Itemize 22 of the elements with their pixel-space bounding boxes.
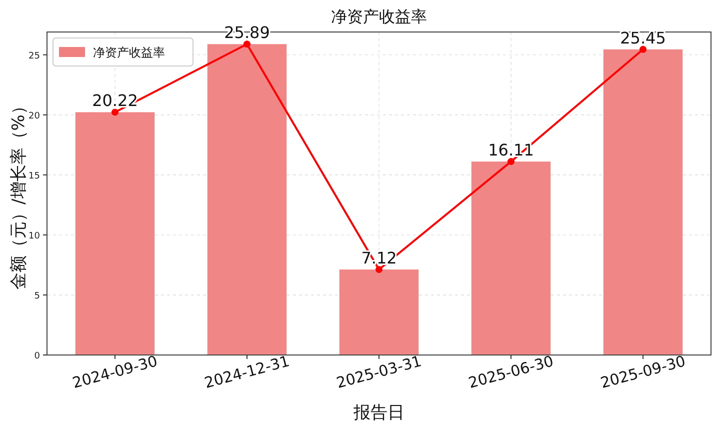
y-tick-label: 25: [28, 51, 40, 62]
legend-label: 净资产收益率: [93, 46, 165, 60]
chart-title: 净资产收益率: [331, 7, 427, 26]
x-axis-title: 报告日: [352, 403, 404, 423]
y-tick-label: 20: [28, 111, 40, 122]
bar: [339, 270, 419, 355]
y-tick-label: 0: [34, 352, 40, 362]
bar: [471, 162, 551, 355]
bar: [207, 44, 287, 355]
data-label: 25.45: [620, 28, 666, 48]
point: [640, 46, 647, 53]
y-axis-title: 金额（元）/增长率（%）: [9, 98, 29, 290]
bar: [603, 49, 683, 355]
point: [243, 40, 250, 48]
y-tick-label: 5: [34, 291, 40, 302]
y-tick-label: 10: [28, 231, 40, 242]
point: [508, 158, 515, 166]
y-tick-label: 15: [28, 171, 40, 182]
bar: [75, 112, 155, 355]
data-label: 20.22: [92, 91, 138, 110]
point: [111, 108, 118, 116]
point: [376, 266, 382, 274]
